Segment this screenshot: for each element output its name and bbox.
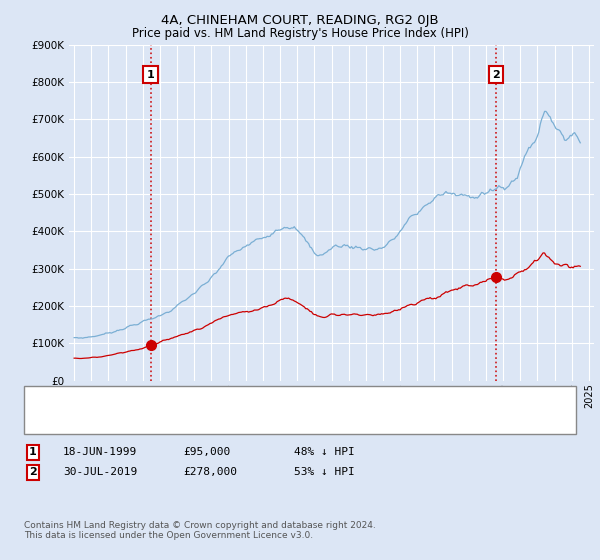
Text: £278,000: £278,000 [183, 467, 237, 477]
Text: 18-JUN-1999: 18-JUN-1999 [63, 447, 137, 458]
Text: 30-JUL-2019: 30-JUL-2019 [63, 467, 137, 477]
Text: 1: 1 [29, 447, 37, 458]
Text: HPI: Average price, detached house, Reading: HPI: Average price, detached house, Read… [81, 413, 316, 423]
Text: 4A, CHINEHAM COURT, READING, RG2 0JB: 4A, CHINEHAM COURT, READING, RG2 0JB [161, 14, 439, 27]
Text: 4A, CHINEHAM COURT, READING, RG2 0JB (detached house): 4A, CHINEHAM COURT, READING, RG2 0JB (de… [81, 389, 394, 399]
Text: 1: 1 [147, 69, 155, 80]
Text: Price paid vs. HM Land Registry's House Price Index (HPI): Price paid vs. HM Land Registry's House … [131, 27, 469, 40]
Text: ─────: ───── [39, 388, 77, 401]
Text: 48% ↓ HPI: 48% ↓ HPI [294, 447, 355, 458]
Text: £95,000: £95,000 [183, 447, 230, 458]
Text: 2: 2 [29, 467, 37, 477]
Text: ─────: ───── [39, 411, 77, 424]
Text: 53% ↓ HPI: 53% ↓ HPI [294, 467, 355, 477]
Text: 2: 2 [492, 69, 500, 80]
Text: Contains HM Land Registry data © Crown copyright and database right 2024.
This d: Contains HM Land Registry data © Crown c… [24, 521, 376, 540]
